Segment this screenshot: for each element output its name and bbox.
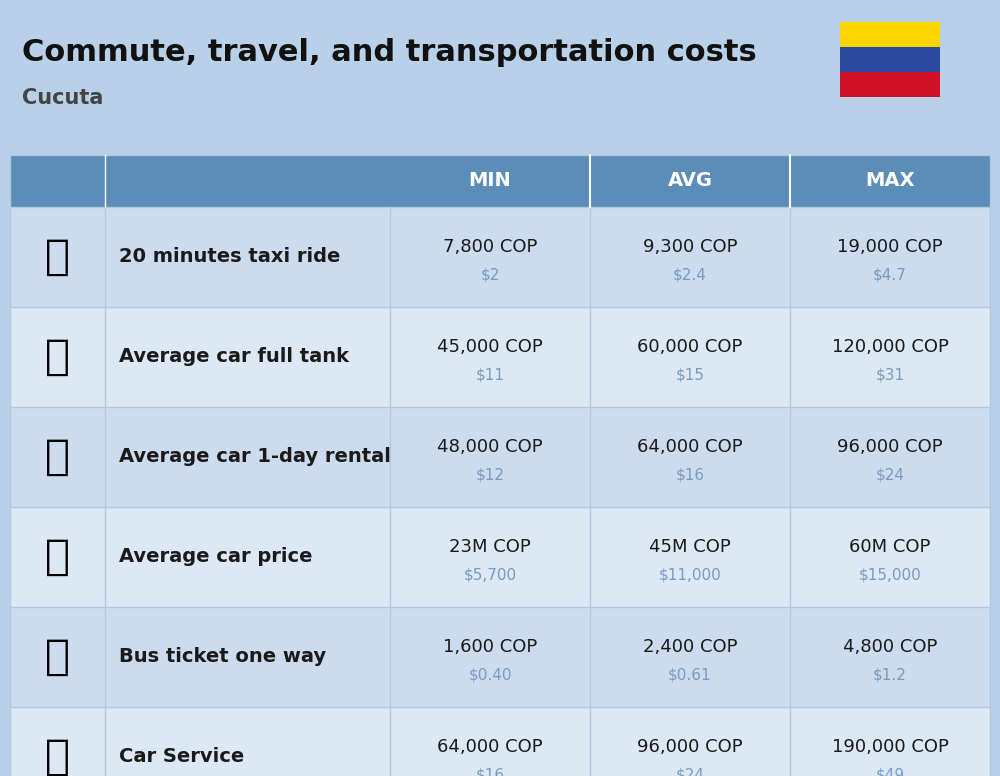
Bar (840, 22, 940, 47)
Text: 60M COP: 60M COP (849, 538, 931, 556)
Text: ⛽: ⛽ (45, 336, 70, 378)
Text: Average car price: Average car price (119, 548, 312, 566)
Text: 🚙: 🚙 (45, 436, 70, 478)
Text: 4,800 COP: 4,800 COP (843, 638, 937, 656)
Text: $31: $31 (875, 368, 905, 383)
Text: Average car full tank: Average car full tank (119, 348, 349, 366)
Text: 🔧: 🔧 (45, 736, 70, 776)
Text: $5,700: $5,700 (463, 567, 517, 583)
Text: 🚖: 🚖 (45, 236, 70, 278)
Bar (10, 155, 990, 207)
Text: Bus ticket one way: Bus ticket one way (119, 647, 326, 667)
Text: $2.4: $2.4 (673, 268, 707, 282)
Text: 23M COP: 23M COP (449, 538, 531, 556)
Text: $0.61: $0.61 (668, 667, 712, 683)
Text: 64,000 COP: 64,000 COP (437, 738, 543, 756)
Text: 19,000 COP: 19,000 COP (837, 238, 943, 256)
Text: 45M COP: 45M COP (649, 538, 731, 556)
Text: Car Service: Car Service (119, 747, 244, 767)
Text: $11,000: $11,000 (659, 567, 721, 583)
Text: $16: $16 (675, 467, 705, 483)
Bar (840, 47, 940, 72)
Text: MIN: MIN (469, 171, 511, 190)
Text: $0.40: $0.40 (468, 667, 512, 683)
Bar (10, 707, 990, 776)
Text: $11: $11 (476, 368, 505, 383)
Text: 64,000 COP: 64,000 COP (637, 438, 743, 456)
Text: MAX: MAX (865, 171, 915, 190)
Text: $15,000: $15,000 (859, 567, 921, 583)
Text: $4.7: $4.7 (873, 268, 907, 282)
Bar (10, 507, 990, 607)
Text: AVG: AVG (668, 171, 712, 190)
Text: 45,000 COP: 45,000 COP (437, 338, 543, 356)
Text: Average car 1-day rental: Average car 1-day rental (119, 448, 391, 466)
Text: 190,000 COP: 190,000 COP (832, 738, 948, 756)
Text: $16: $16 (475, 767, 505, 776)
Text: 48,000 COP: 48,000 COP (437, 438, 543, 456)
Text: 2,400 COP: 2,400 COP (643, 638, 737, 656)
Text: 1,600 COP: 1,600 COP (443, 638, 537, 656)
Bar (10, 207, 990, 307)
Text: Cucuta: Cucuta (22, 88, 103, 108)
Bar (10, 407, 990, 507)
Text: 9,300 COP: 9,300 COP (643, 238, 737, 256)
Text: $15: $15 (676, 368, 704, 383)
Text: $2: $2 (480, 268, 500, 282)
Text: $24: $24 (876, 467, 904, 483)
Bar (840, 72, 940, 97)
Text: 60,000 COP: 60,000 COP (637, 338, 743, 356)
Text: Commute, travel, and transportation costs: Commute, travel, and transportation cost… (22, 38, 757, 67)
Text: $24: $24 (676, 767, 704, 776)
Text: 🚗: 🚗 (45, 536, 70, 578)
Text: $1.2: $1.2 (873, 667, 907, 683)
Text: $49: $49 (875, 767, 905, 776)
Text: 7,800 COP: 7,800 COP (443, 238, 537, 256)
Text: 96,000 COP: 96,000 COP (837, 438, 943, 456)
Text: 96,000 COP: 96,000 COP (637, 738, 743, 756)
Text: 🚌: 🚌 (45, 636, 70, 678)
Bar (10, 607, 990, 707)
Text: $12: $12 (476, 467, 505, 483)
Text: 20 minutes taxi ride: 20 minutes taxi ride (119, 248, 340, 266)
Text: 120,000 COP: 120,000 COP (832, 338, 948, 356)
Bar (10, 307, 990, 407)
